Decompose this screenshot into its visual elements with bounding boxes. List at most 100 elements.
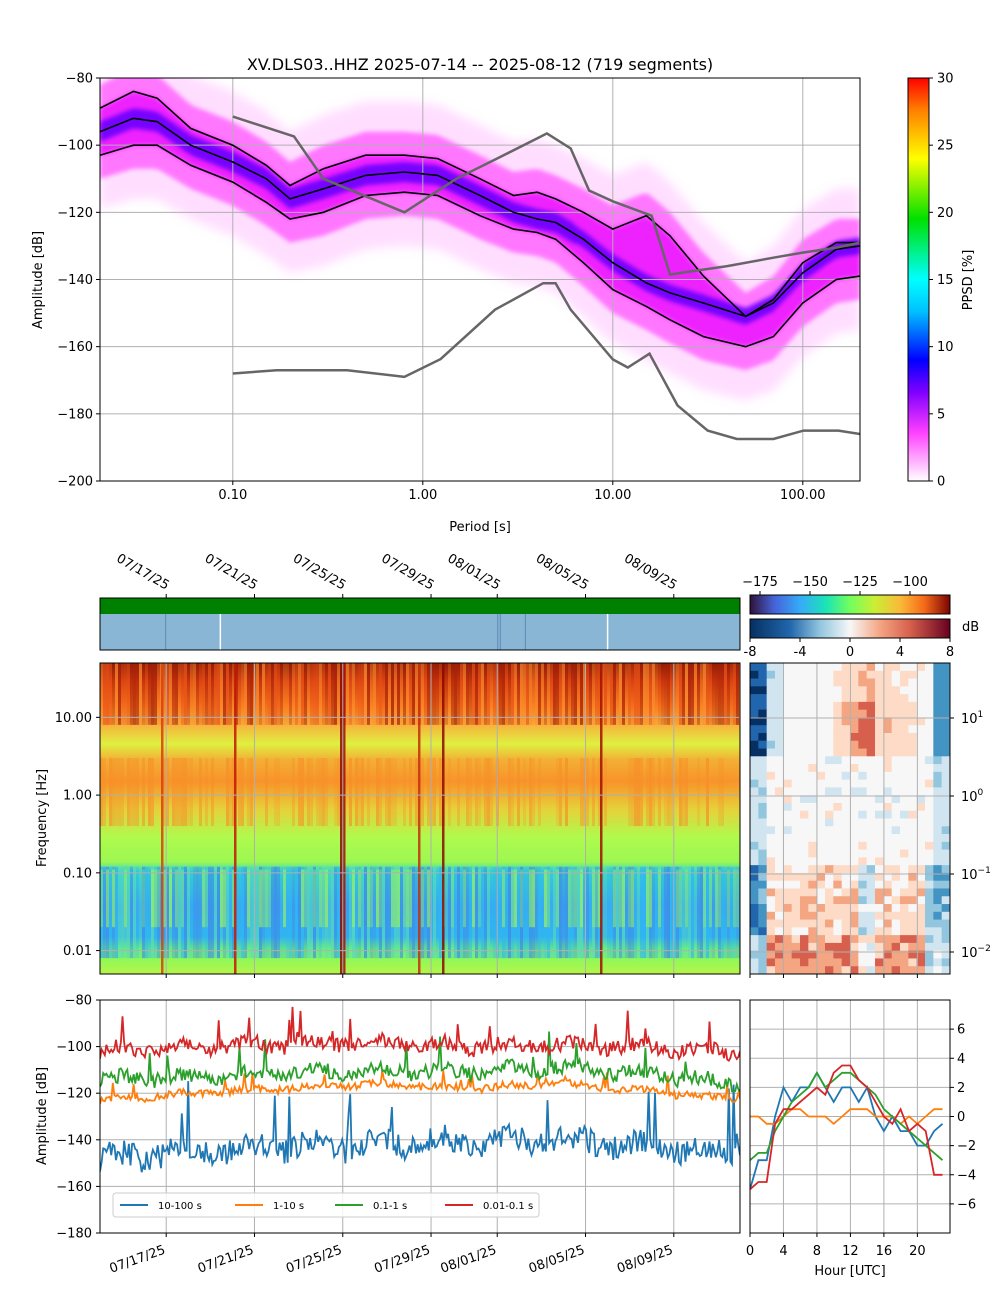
spec-cell (421, 869, 424, 928)
diurnal-cell (791, 787, 801, 796)
hour-xtick-label: 16 (876, 1244, 893, 1259)
diurnal-cell (883, 810, 893, 819)
spec-cell (520, 663, 523, 725)
diurnal-cell (791, 826, 801, 835)
spec-cell (130, 757, 133, 827)
diurnal-cell (825, 795, 834, 804)
diurnal-cell (816, 857, 826, 866)
diurnal-cell (808, 942, 818, 952)
diurnal-cell (816, 725, 826, 734)
diurnal-cell (875, 764, 884, 773)
diurnal-cell (841, 896, 851, 905)
spec-cell (184, 866, 187, 959)
diurnal-cell (891, 779, 901, 788)
diurnal-cell (858, 927, 868, 936)
spec-cell (643, 663, 646, 725)
spec-cell (463, 663, 466, 725)
spec-cell (658, 869, 661, 928)
diurnal-cell (750, 880, 759, 889)
diurnal-cell (925, 818, 934, 827)
diurnal-cell (908, 802, 918, 812)
diurnal-cell (800, 701, 809, 711)
spec-cell (643, 866, 646, 959)
spec-cell (682, 866, 685, 959)
diurnal-cell (916, 935, 926, 944)
diurnal-cell (866, 880, 876, 889)
spec-cell (136, 663, 139, 725)
spec-cell (301, 663, 304, 725)
spec-cell (565, 866, 568, 959)
diurnal-cell (766, 686, 776, 695)
diurnal-cell (900, 904, 909, 913)
diurnal-cell (766, 826, 776, 835)
spec-cell (367, 757, 370, 827)
spec-cell (523, 757, 526, 827)
diurnal-cell (875, 826, 884, 835)
diurnal-cell (850, 717, 859, 726)
diurnal-cell (800, 841, 809, 851)
diurnal-cell (766, 795, 776, 804)
spec-cell (298, 866, 301, 959)
ppsd-colorbar-tick-label: 5 (937, 407, 945, 422)
diurnal-cell (891, 834, 901, 843)
spec-cell (355, 663, 358, 725)
diurnal-cell (816, 709, 826, 718)
diurnal-cell (808, 950, 818, 959)
diurnal-cell (750, 717, 759, 726)
diurnal-cell (850, 732, 859, 742)
spec-cell (325, 663, 328, 725)
diurnal-cell (816, 756, 826, 765)
diurnal-cell (808, 880, 818, 889)
spec-cell (364, 866, 367, 959)
diurnal-cell (858, 950, 868, 959)
diurnal-cell (875, 904, 884, 913)
diurnal-cell (783, 911, 793, 921)
spec-cell (196, 663, 199, 725)
diurnal-cell (875, 950, 884, 959)
diurnal-cell (916, 958, 926, 967)
diurnal-cell (900, 927, 909, 936)
diurnal-cell (833, 779, 843, 788)
spec-cell (328, 663, 331, 725)
diurnal-cell (758, 663, 768, 672)
spec-cell (388, 866, 391, 959)
spec-cell (469, 866, 472, 959)
spec-cell (688, 866, 691, 959)
diurnal-cell (875, 732, 884, 742)
spec-cell (574, 869, 577, 928)
diurnal-cell (925, 795, 934, 804)
diurnal-cell (775, 872, 784, 882)
spec-cell (658, 757, 661, 827)
diurnal-cell (925, 717, 934, 726)
spec-cell (622, 663, 625, 725)
diurnal-cell (750, 826, 759, 835)
diurnal-cell (883, 756, 893, 765)
diurnal-cell (783, 732, 793, 742)
diurnal-cell (766, 958, 776, 967)
diurnal-cell (800, 880, 809, 889)
amp-xtick-label: 07/25/25 (284, 1243, 344, 1277)
spec-cell (223, 663, 226, 725)
spec-cell (256, 866, 259, 959)
spec-cell (586, 757, 589, 827)
diurnal-cell (875, 818, 884, 827)
spec-cell (220, 663, 223, 725)
spec-cell (319, 869, 322, 928)
diurnal-cell (850, 725, 859, 734)
diurnal-cell (833, 865, 843, 874)
diurnal-cell (858, 834, 868, 843)
diurnal-cell (808, 740, 818, 750)
diurnal-cell (825, 701, 834, 711)
diurnal-cell (841, 841, 851, 851)
spec-cell (604, 866, 607, 959)
diurnal-cell (916, 709, 926, 718)
diurnal-cell (783, 764, 793, 773)
spec-cell (229, 663, 232, 725)
diurnal-cell (891, 678, 901, 687)
spec-cell (145, 866, 148, 959)
spec-cell (151, 869, 154, 928)
diurnal-cell (791, 935, 801, 944)
diurnal-cell (816, 872, 826, 882)
diurnal-cell (783, 725, 793, 734)
